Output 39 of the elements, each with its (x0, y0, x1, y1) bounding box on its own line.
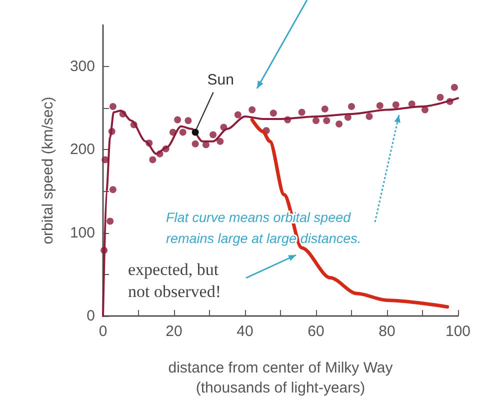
point (421, 106, 428, 114)
point (248, 106, 256, 114)
x-axis-title: distance from center of Milky Way (thousands of light-years) (168, 360, 394, 396)
point (348, 102, 355, 110)
x-tick-label: 80 (378, 323, 396, 340)
point (192, 140, 199, 148)
point (210, 131, 217, 138)
point (109, 186, 116, 194)
point (436, 94, 444, 101)
point (392, 101, 400, 108)
point (179, 128, 186, 136)
annotation: expected, but not observed! (128, 260, 222, 301)
x-tick-label: 0 (98, 323, 108, 340)
point (270, 110, 277, 117)
point (106, 218, 114, 225)
point (323, 117, 330, 124)
x-tick-label: 20 (166, 323, 182, 340)
point (109, 102, 116, 110)
point (336, 120, 343, 128)
x-tick-label: 100 (445, 323, 471, 340)
point (234, 111, 242, 118)
x-tick-label: 60 (308, 323, 324, 340)
point (450, 84, 458, 91)
point (149, 156, 156, 164)
point (298, 108, 306, 116)
y-tick-label: 300 (70, 58, 95, 76)
y-tick-label: 200 (70, 141, 95, 158)
point (321, 105, 328, 112)
y-axis-title: orbital speed (km/sec) (40, 96, 56, 244)
point (312, 117, 320, 124)
point (216, 138, 224, 145)
point (174, 116, 182, 124)
point (366, 112, 373, 120)
y-tick-label: 100 (70, 224, 95, 242)
x-tick-label: 40 (236, 323, 254, 340)
y-tick-label: 0 (86, 308, 95, 324)
point (184, 117, 192, 124)
annotation: Sun (207, 71, 234, 88)
point (376, 102, 384, 110)
